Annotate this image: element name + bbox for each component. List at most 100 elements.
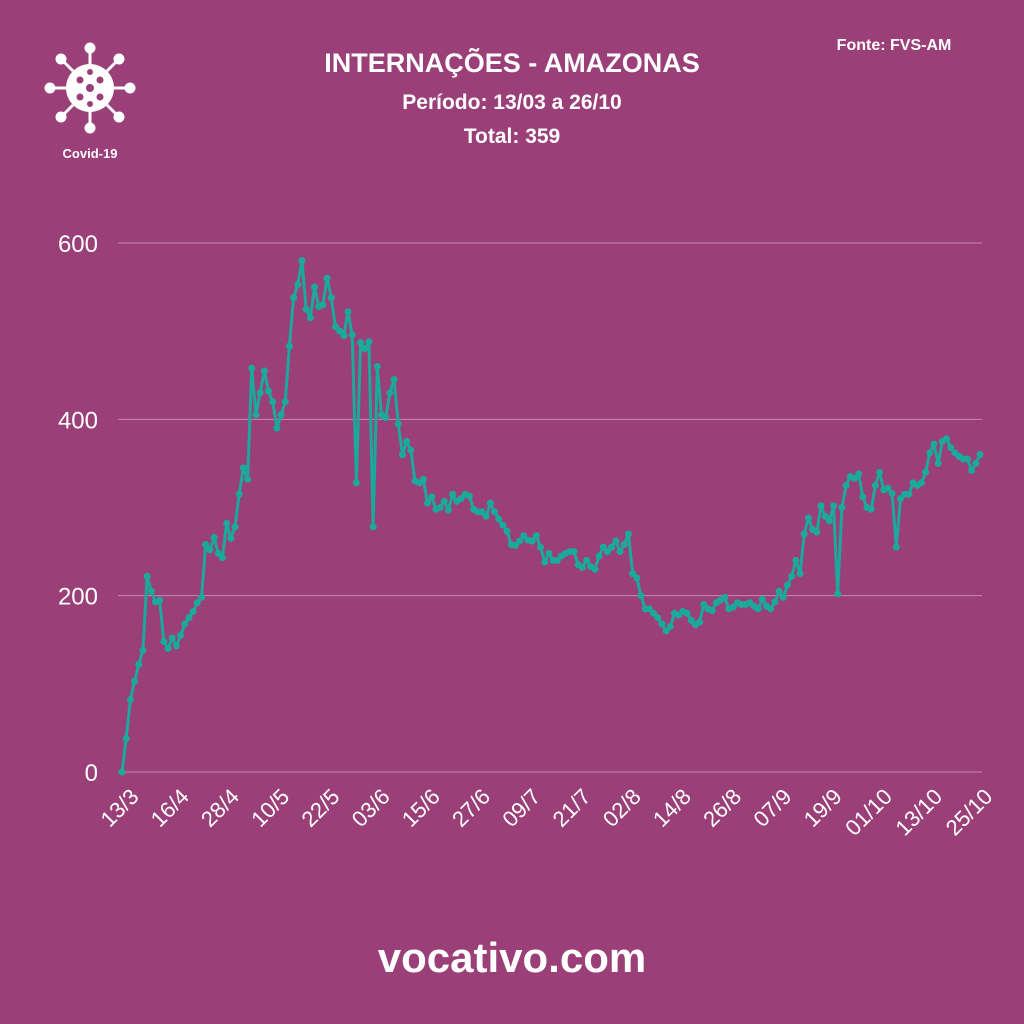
point (331, 323, 339, 331)
point (386, 389, 394, 397)
point (825, 517, 833, 525)
point (122, 734, 130, 742)
point (365, 338, 373, 346)
point (871, 481, 879, 489)
point (319, 301, 327, 309)
point (654, 614, 662, 622)
point (177, 631, 185, 639)
point (595, 552, 603, 560)
point (419, 475, 427, 483)
point (214, 549, 222, 557)
point (683, 609, 691, 617)
point (306, 314, 314, 322)
point (218, 554, 226, 562)
point (578, 563, 586, 571)
point (344, 308, 352, 316)
point (503, 527, 511, 535)
point (570, 548, 578, 556)
point (160, 638, 168, 646)
point (298, 257, 306, 265)
point (859, 493, 867, 501)
point (976, 451, 984, 459)
point (516, 537, 524, 545)
point (189, 608, 197, 616)
point (210, 533, 218, 541)
point (876, 468, 884, 476)
point (658, 620, 666, 628)
point (637, 592, 645, 600)
subtitle: Período: 13/03 a 26/10 (402, 91, 621, 114)
point (905, 490, 913, 498)
point (327, 294, 335, 302)
point (817, 502, 825, 510)
point (244, 475, 252, 483)
point (620, 541, 628, 549)
point (147, 587, 155, 595)
point (181, 620, 189, 628)
point (135, 660, 143, 668)
point (788, 572, 796, 580)
point (968, 466, 976, 474)
point (248, 364, 256, 372)
point (269, 398, 277, 406)
point (193, 599, 201, 607)
point (943, 435, 951, 443)
point (394, 420, 402, 428)
total: Total: 359 (464, 125, 560, 148)
point (830, 502, 838, 510)
point (884, 484, 892, 492)
point (172, 642, 180, 650)
point (424, 499, 432, 507)
point (729, 603, 737, 611)
point (252, 411, 260, 419)
point (650, 609, 658, 617)
point (428, 493, 436, 501)
point (520, 532, 528, 540)
point (972, 459, 980, 467)
point (348, 331, 356, 339)
point (227, 534, 235, 542)
point (599, 543, 607, 551)
point (532, 532, 540, 540)
point (834, 590, 842, 598)
point (352, 479, 360, 487)
point (495, 515, 503, 523)
point (963, 455, 971, 463)
point (202, 541, 210, 549)
point (143, 572, 151, 580)
point (373, 362, 381, 370)
point (198, 593, 206, 601)
point (156, 596, 164, 604)
point (235, 490, 243, 498)
point (126, 696, 134, 704)
point (390, 376, 398, 384)
point (281, 398, 289, 406)
point (608, 543, 616, 551)
point (821, 512, 829, 520)
point (842, 481, 850, 489)
point (164, 645, 172, 653)
point (336, 327, 344, 335)
point (465, 492, 473, 500)
point (758, 595, 766, 603)
point (700, 600, 708, 608)
virus-icon (44, 42, 136, 134)
point (838, 504, 846, 511)
point (629, 570, 637, 578)
point (537, 543, 545, 551)
point (779, 593, 787, 601)
point (775, 587, 783, 595)
point (340, 332, 348, 340)
point (499, 521, 507, 529)
point (444, 506, 452, 514)
point (490, 508, 498, 516)
point (440, 497, 448, 505)
point (850, 474, 858, 482)
point (687, 616, 695, 624)
point (926, 449, 934, 457)
point (892, 543, 900, 551)
point (264, 387, 272, 395)
point (239, 464, 247, 472)
